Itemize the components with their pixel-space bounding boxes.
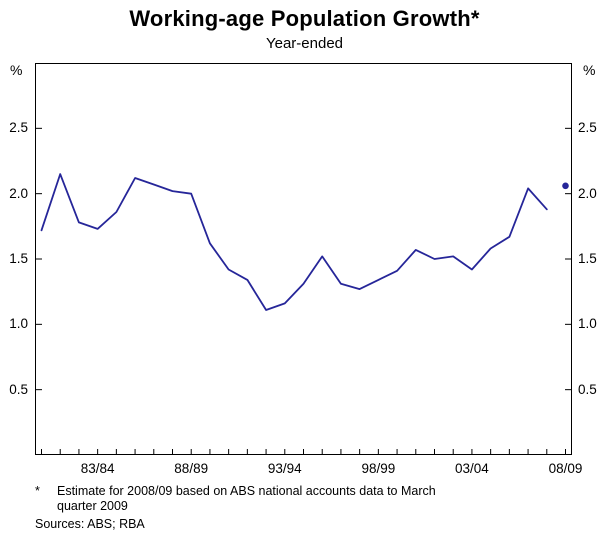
y-tick-label-left: 2.0 — [9, 185, 28, 201]
sources-line: Sources: ABS; RBA — [35, 517, 145, 531]
footnote: * Estimate for 2008/09 based on ABS nati… — [35, 484, 575, 514]
y-tick-label-right: 1.0 — [578, 316, 597, 332]
footnote-line-1: Estimate for 2008/09 based on ABS nation… — [57, 484, 436, 498]
x-tick-label: 88/89 — [174, 461, 209, 476]
y-tick-label-left: 1.5 — [9, 251, 28, 266]
chart-title: Working-age Population Growth* — [129, 6, 480, 31]
y-axis-unit-left: % — [10, 62, 23, 78]
footnote-line-2: quarter 2009 — [57, 499, 128, 513]
x-tick-label: 03/04 — [455, 461, 489, 476]
y-tick-label-left: 2.5 — [9, 120, 28, 136]
x-tick-label: 83/84 — [80, 461, 115, 476]
line-chart-plot — [35, 63, 572, 455]
plot-frame — [35, 63, 572, 455]
y-tick-label-right: 0.5 — [578, 381, 597, 397]
y-tick-label-left: 1.0 — [9, 316, 28, 332]
x-tick-label: 93/94 — [267, 461, 302, 476]
y-tick-label-right: 1.5 — [578, 251, 597, 266]
footnote-marker: * — [35, 484, 40, 498]
x-tick-label: 08/09 — [548, 461, 583, 476]
y-axis-unit-right: % — [583, 62, 596, 78]
series-line — [40, 173, 548, 311]
chart-subtitle: Year-ended — [265, 35, 343, 52]
estimate-dot — [562, 182, 569, 190]
y-tick-label-left: 0.5 — [9, 381, 28, 397]
y-tick-label-right: 2.5 — [578, 120, 597, 136]
y-tick-label-right: 2.0 — [578, 185, 597, 201]
x-tick-label: 98/99 — [361, 461, 396, 476]
